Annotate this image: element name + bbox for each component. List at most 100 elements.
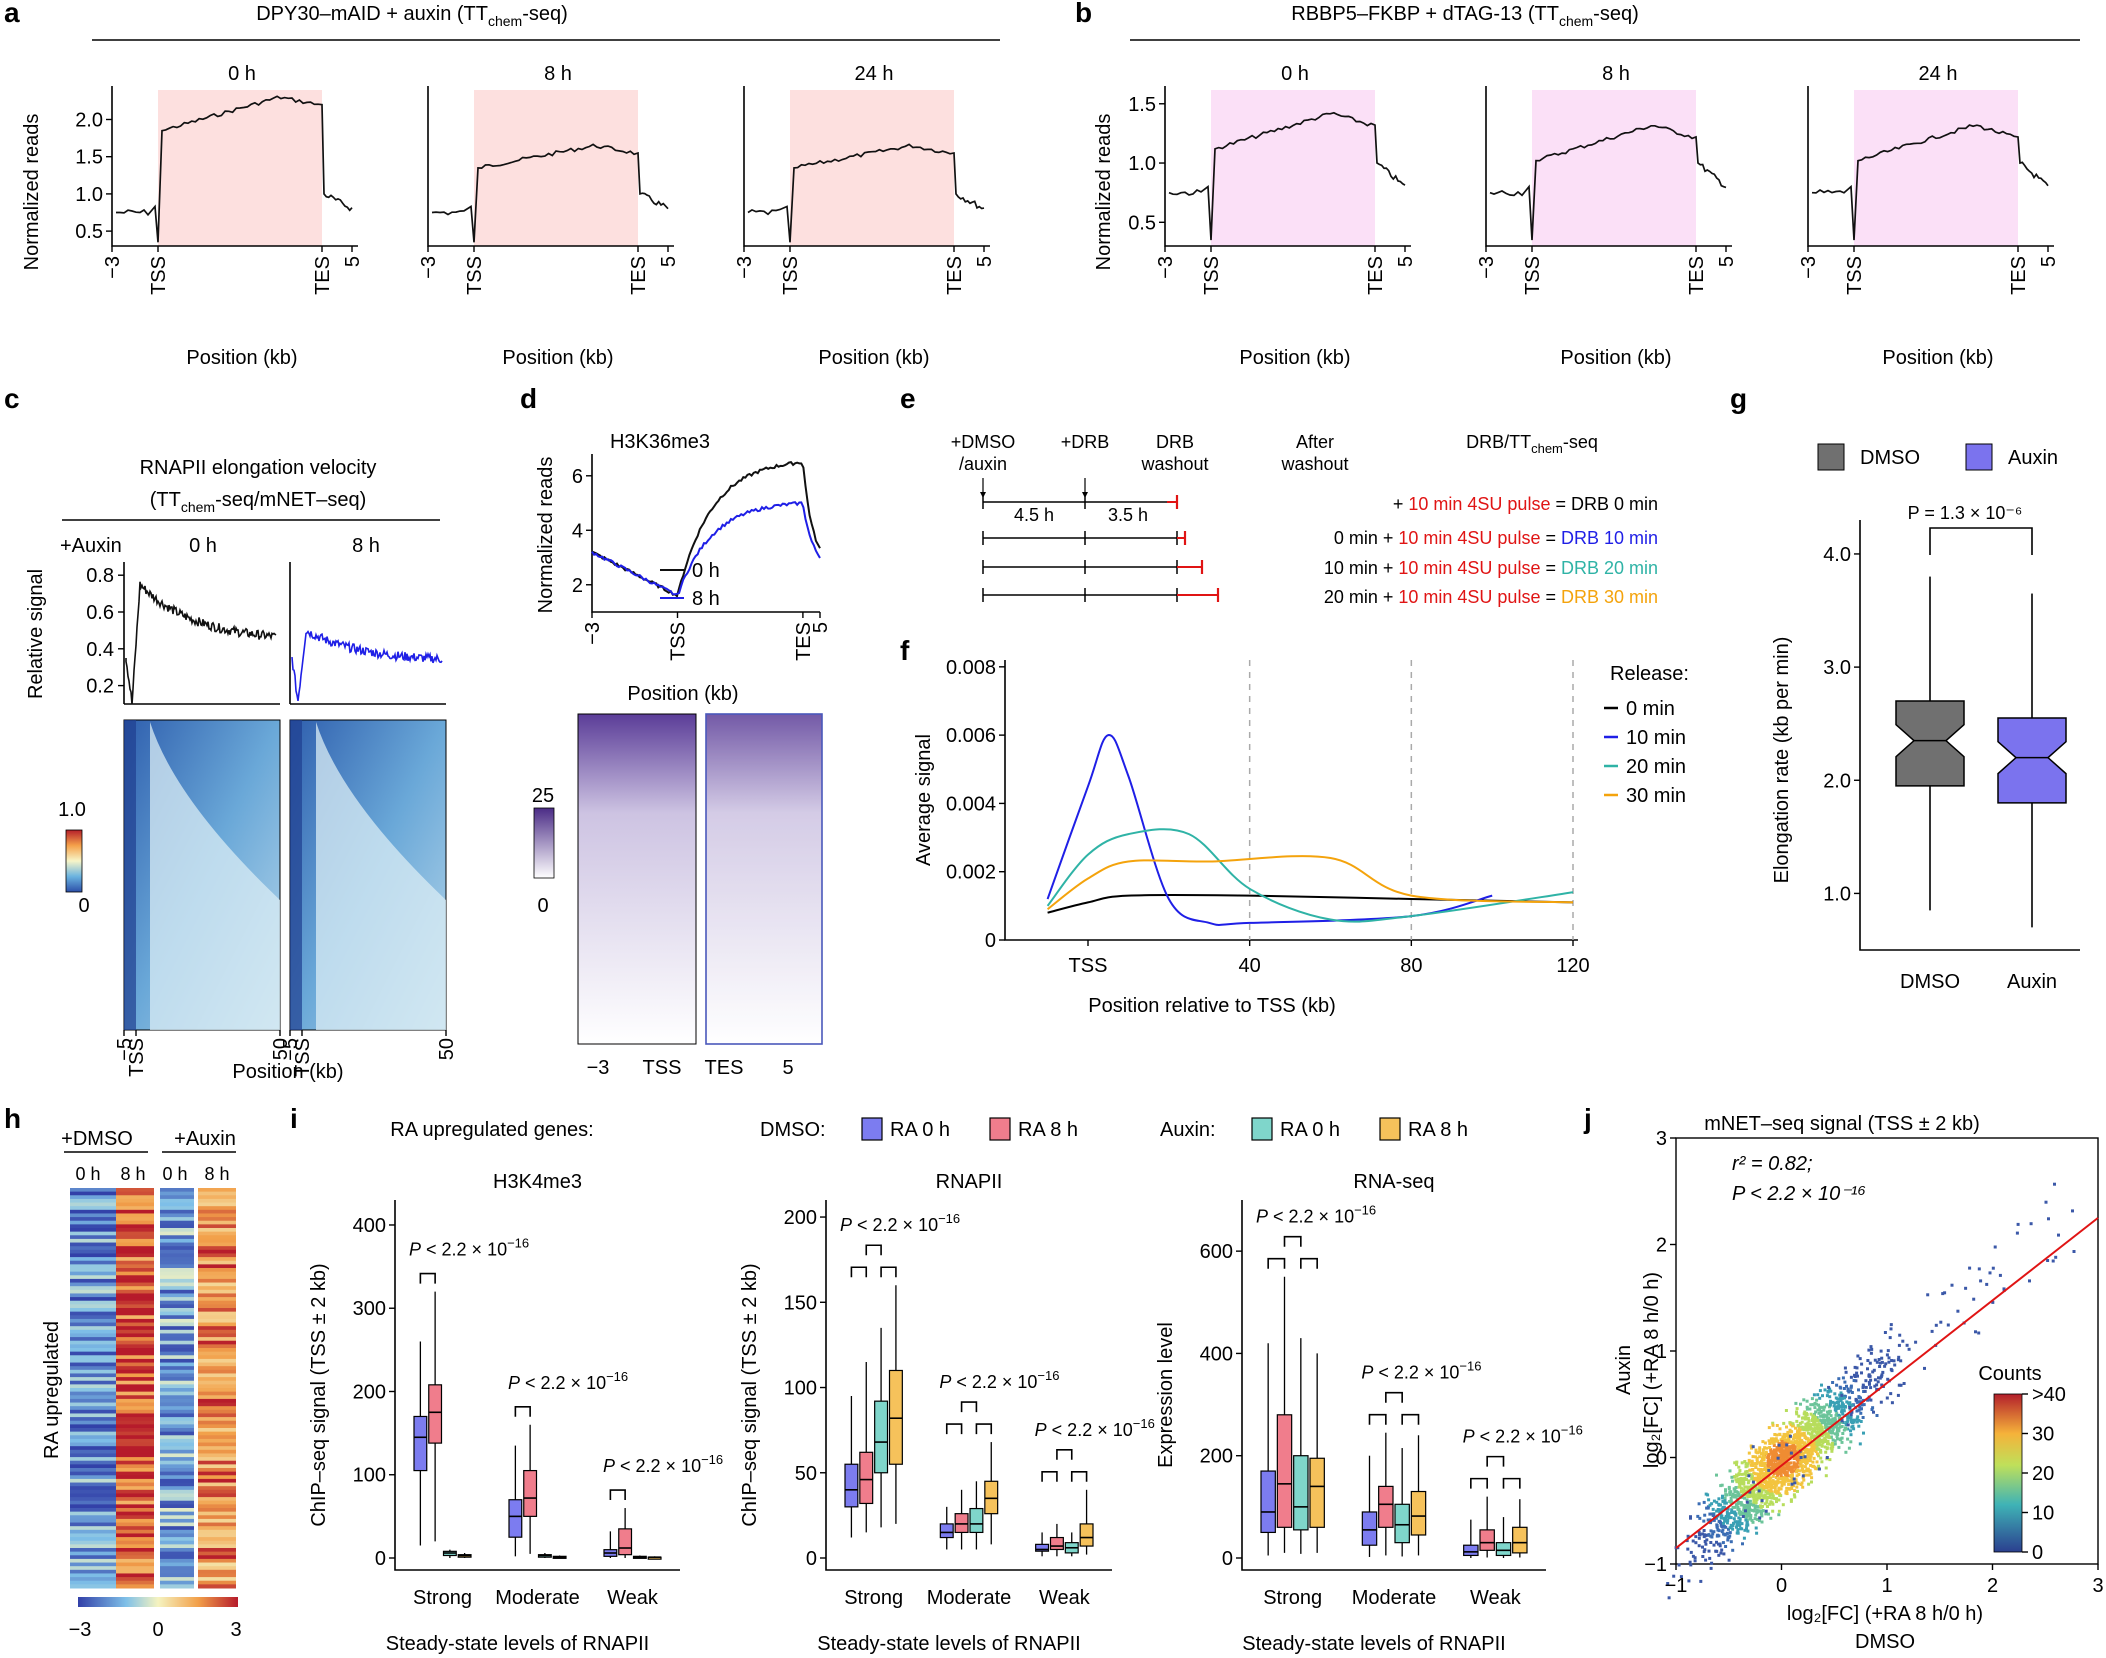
panel-a-ytick: 0.5 bbox=[75, 221, 103, 243]
panel-a-xtick: TSS bbox=[464, 256, 486, 295]
panel-i-legend-swatch bbox=[989, 1117, 1011, 1141]
panel-i-box bbox=[508, 1499, 523, 1538]
panel-i-ytick: 200 bbox=[784, 1207, 817, 1229]
panel-d-scale-min: 0 bbox=[537, 895, 548, 917]
panel-b-title: RBBP5–FKBP + dTAG-13 (TTchem-seq) bbox=[1291, 3, 1639, 29]
panel-i-ytick: 50 bbox=[795, 1463, 817, 1485]
panel-i-pvalue: P < 2.2 × 10−16 bbox=[1035, 1416, 1155, 1440]
panel-b-xtick: −3 bbox=[1476, 256, 1498, 279]
panel-b-facet-label: 0 h bbox=[1281, 63, 1309, 85]
panel-j-ytick: 1 bbox=[1656, 1341, 1667, 1363]
panel-b-ylabel: Normalized reads bbox=[1093, 114, 1115, 271]
panel-j-xlabel: log₂[FC] (+RA 8 h/0 h) bbox=[1787, 1603, 1983, 1625]
panel-j-counts-tick: 10 bbox=[2032, 1503, 2054, 1525]
panel-b-gene-body-shade bbox=[1211, 90, 1375, 246]
panel-d-heat-tick-2: TSS bbox=[643, 1057, 682, 1079]
panel-e-step-drb: +DRB bbox=[1061, 432, 1110, 452]
panel-c-xtick: −5 bbox=[114, 1038, 136, 1061]
panel-a-xtick: 5 bbox=[342, 256, 364, 267]
panel-i-box bbox=[1378, 1485, 1394, 1528]
panel-f-ylabel: Average signal bbox=[913, 734, 935, 866]
panel-i-pvalue: P < 2.2 × 10−16 bbox=[1361, 1359, 1481, 1383]
panel-c-ytick: 0.8 bbox=[86, 565, 114, 587]
panel-a-ytick: 1.0 bbox=[75, 184, 103, 206]
panel-d-legend-8h: 8 h bbox=[692, 588, 720, 610]
panel-i-sub-ylabel: Expression level bbox=[1155, 1322, 1177, 1468]
panel-i-box bbox=[1512, 1526, 1528, 1554]
panel-a-facet-2: 8 h −3 TSS TES 5 Position (kb) bbox=[418, 63, 680, 369]
panel-j-pvalue: P < 2.2 × 10⁻¹⁶ bbox=[1732, 1183, 1866, 1205]
panel-j-ylabel-1: Auxin bbox=[1613, 1345, 1635, 1395]
panel-i-ytick: 100 bbox=[784, 1378, 817, 1400]
panel-a-xtick: 5 bbox=[974, 256, 996, 267]
panel-d-xtick: 5 bbox=[810, 622, 832, 633]
panel-g-legend-auxin-swatch bbox=[1965, 443, 1993, 471]
panel-i-box bbox=[1309, 1457, 1325, 1528]
panel-j-xtick: 2 bbox=[1987, 1575, 1998, 1597]
panel-a-xtick: TES bbox=[628, 256, 650, 295]
panel-f-legend-item: 30 min bbox=[1626, 785, 1686, 807]
panel-g-xtick: DMSO bbox=[1900, 971, 1960, 993]
panel-letter-a: a bbox=[4, 0, 20, 28]
panel-d: d H3K36me3 Normalized reads 246−3 TSS TES5… bbox=[520, 383, 832, 1079]
panel-h-group-auxin: +Auxin bbox=[174, 1128, 236, 1150]
panel-i-xlabel: Steady-state levels of RNAPII bbox=[1242, 1633, 1505, 1655]
panel-f-ytick: 0.004 bbox=[946, 793, 996, 815]
panel-c-xtick: TSS bbox=[292, 1038, 314, 1077]
panel-j-ytick: 2 bbox=[1656, 1235, 1667, 1257]
panel-letter-f: f bbox=[900, 635, 910, 666]
panel-b-facet-label: 24 h bbox=[1919, 63, 1958, 85]
panel-a-xlabel: Position (kb) bbox=[186, 347, 297, 369]
panel-j-xtick: −1 bbox=[1665, 1575, 1688, 1597]
panel-i-ytick: 0 bbox=[806, 1548, 817, 1570]
panel-f-legend-item: 0 min bbox=[1626, 698, 1675, 720]
panel-e-row-2: 0 min + 10 min 4SU pulse = DRB 10 min bbox=[1334, 528, 1658, 548]
panel-i-group-label: Moderate bbox=[927, 1587, 1012, 1609]
panel-b-facet-1: 0 h 0.5 1.0 1.5 −3 TSS TES 5 Position (kb) bbox=[1128, 63, 1417, 369]
panel-i-box bbox=[1463, 1544, 1479, 1557]
panel-a-xtick: TSS bbox=[780, 256, 802, 295]
panel-c-scale-min: 0 bbox=[78, 895, 89, 917]
panel-g-ytick: 4.0 bbox=[1823, 544, 1851, 566]
panel-h-column-3 bbox=[160, 1188, 194, 1589]
panel-b: b RBBP5–FKBP + dTAG-13 (TTchem-seq) Norm… bbox=[1075, 0, 2080, 369]
panel-d-ytick: 4 bbox=[572, 520, 583, 542]
panel-g-ytick: 1.0 bbox=[1823, 883, 1851, 905]
panel-f-series-10-min bbox=[1046, 734, 1493, 926]
panel-i-legend-label: RA 0 h bbox=[1280, 1119, 1340, 1141]
panel-j-xlabel-2: DMSO bbox=[1855, 1631, 1915, 1653]
panel-b-xtick: TSS bbox=[1844, 256, 1866, 295]
panel-b-xtick: TES bbox=[2008, 256, 2030, 295]
panel-i-box bbox=[844, 1463, 859, 1508]
panel-d-heat-tick-1: −3 bbox=[587, 1057, 610, 1079]
panel-i-sub-ylabel: ChIP–seq signal (TSS ± 2 kb) bbox=[308, 1263, 330, 1526]
panel-f-xtick: 80 bbox=[1400, 955, 1422, 977]
panel-i-box bbox=[523, 1469, 538, 1517]
panel-b-xtick: −3 bbox=[1155, 256, 1177, 279]
panel-f-xtick: TSS bbox=[1069, 955, 1108, 977]
panel-i-legend-label: RA 0 h bbox=[890, 1119, 950, 1141]
panel-i-legend-label: RA 8 h bbox=[1408, 1119, 1468, 1141]
panel-i-pvalue: P < 2.2 × 10−16 bbox=[1463, 1423, 1583, 1447]
panel-i-group-label: Strong bbox=[844, 1587, 903, 1609]
panel-g-legend-dmso-swatch bbox=[1817, 443, 1845, 471]
panel-i-box bbox=[1049, 1536, 1064, 1551]
panel-f-xtick: 40 bbox=[1239, 955, 1261, 977]
panel-a-trace bbox=[115, 95, 353, 243]
panel-a-gene-body-shade bbox=[474, 90, 638, 246]
panel-a-xtick: −3 bbox=[734, 256, 756, 279]
panel-b-xtick: 5 bbox=[1395, 256, 1417, 267]
panel-j-ytick: 0 bbox=[1656, 1448, 1667, 1470]
panel-j-counts-tick: 20 bbox=[2032, 1463, 2054, 1485]
panel-i-box bbox=[859, 1451, 874, 1505]
panel-a-trace bbox=[431, 143, 669, 243]
panel-a-gene-body-shade bbox=[158, 90, 322, 246]
panel-a-xtick: TES bbox=[944, 256, 966, 295]
panel-i-box bbox=[1394, 1503, 1410, 1544]
panel-i-box bbox=[1293, 1455, 1309, 1531]
panel-letter-e: e bbox=[900, 383, 916, 414]
panel-j-xtick: 0 bbox=[1776, 1575, 1787, 1597]
panel-e-row-1: + 10 min 4SU pulse = DRB 0 min bbox=[1393, 494, 1658, 514]
panel-c-xtick: 50 bbox=[436, 1038, 458, 1060]
panel-i-box bbox=[874, 1400, 889, 1474]
